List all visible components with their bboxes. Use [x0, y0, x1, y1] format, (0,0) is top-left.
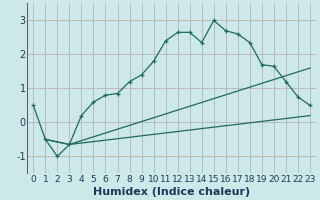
X-axis label: Humidex (Indice chaleur): Humidex (Indice chaleur): [93, 187, 250, 197]
